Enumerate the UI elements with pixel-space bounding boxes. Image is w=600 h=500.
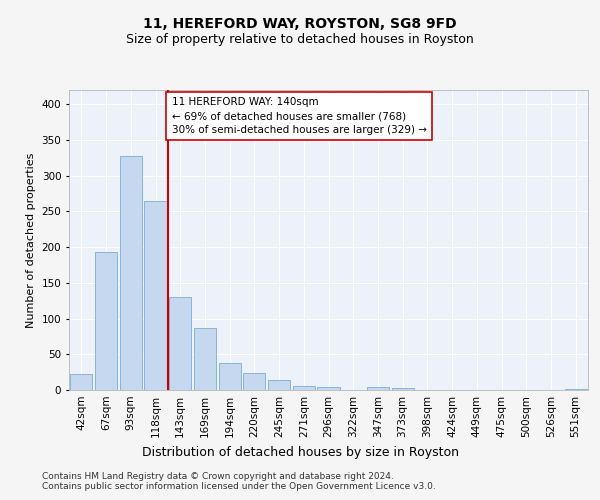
- Bar: [218, 363, 241, 390]
- Bar: [268, 380, 290, 390]
- Bar: [145, 200, 167, 390]
- Text: Size of property relative to detached houses in Royston: Size of property relative to detached ho…: [126, 32, 474, 46]
- Text: Distribution of detached houses by size in Royston: Distribution of detached houses by size …: [142, 446, 458, 459]
- Text: Contains HM Land Registry data © Crown copyright and database right 2024.: Contains HM Land Registry data © Crown c…: [42, 472, 394, 481]
- Bar: [565, 388, 587, 390]
- Text: 11, HEREFORD WAY, ROYSTON, SG8 9FD: 11, HEREFORD WAY, ROYSTON, SG8 9FD: [143, 18, 457, 32]
- Y-axis label: Number of detached properties: Number of detached properties: [26, 152, 36, 328]
- Bar: [119, 156, 142, 390]
- Bar: [194, 328, 216, 390]
- Bar: [243, 373, 265, 390]
- Bar: [95, 252, 117, 390]
- Bar: [317, 387, 340, 390]
- Bar: [392, 388, 414, 390]
- Text: 11 HEREFORD WAY: 140sqm
← 69% of detached houses are smaller (768)
30% of semi-d: 11 HEREFORD WAY: 140sqm ← 69% of detache…: [172, 97, 427, 135]
- Text: Contains public sector information licensed under the Open Government Licence v3: Contains public sector information licen…: [42, 482, 436, 491]
- Bar: [169, 297, 191, 390]
- Bar: [367, 387, 389, 390]
- Bar: [293, 386, 315, 390]
- Bar: [70, 374, 92, 390]
